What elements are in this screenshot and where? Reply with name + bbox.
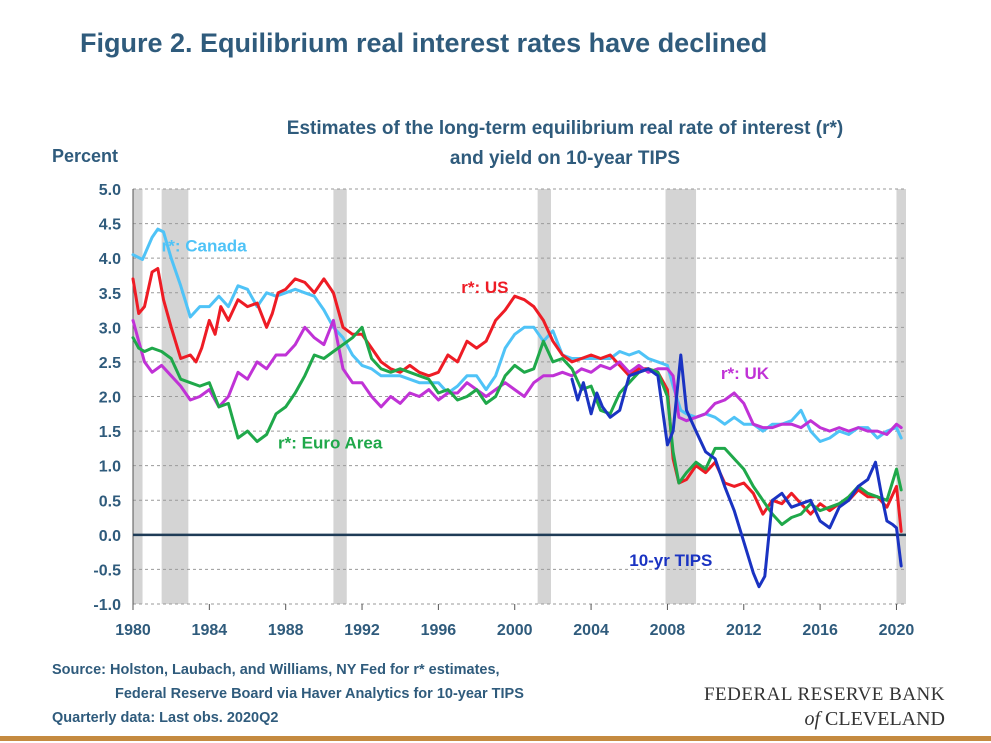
series-label: r*: Euro Area	[278, 433, 383, 452]
y-tick-label: 4.5	[99, 217, 121, 234]
x-tick-label: 2004	[573, 622, 609, 639]
y-tick-label: 3.5	[99, 286, 121, 303]
series-label: 10-yr TIPS	[629, 551, 712, 570]
y-tick-label: 2.5	[99, 355, 121, 372]
y-tick-label: 2.0	[99, 390, 121, 407]
series-lines	[131, 227, 903, 589]
figure-title: Figure 2. Equilibrium real interest rate…	[80, 28, 768, 58]
frb-logo-cleveland: CLEVELAND	[825, 708, 945, 730]
series-line	[131, 267, 903, 533]
series-line	[131, 325, 903, 526]
frb-logo-line-1: FEDERAL RESERVE BANK	[703, 684, 945, 705]
y-tick-label: 1.5	[99, 424, 121, 441]
chart-title-line-1: Estimates of the long-term equilibrium r…	[286, 118, 844, 139]
grid-lines	[133, 188, 906, 605]
y-tick-label: -1.0	[93, 597, 121, 614]
source-line-1: Source: Holston, Laubach, and Williams, …	[52, 662, 500, 678]
x-tick-label: 1984	[192, 622, 228, 639]
y-tick-label: 0.0	[99, 528, 121, 545]
frb-logo-of: of	[804, 708, 821, 730]
y-tick-label: 1.0	[99, 459, 121, 476]
y-tick-label: 5.0	[99, 182, 121, 199]
recession-bar	[133, 189, 143, 604]
x-tick-label: 2016	[802, 622, 838, 639]
series-labels: r*: Canada r*: US r*: UK r*: Euro Area 10-yr…	[162, 236, 770, 570]
series-line	[131, 318, 903, 436]
x-tick-label: 1980	[115, 622, 151, 639]
source-line-3: Quarterly data: Last obs. 2020Q2	[52, 710, 279, 726]
series-line	[131, 227, 903, 443]
y-tick-label: 4.0	[99, 251, 121, 268]
x-tick-label: 2020	[879, 622, 915, 639]
y-tick-label: -0.5	[93, 562, 121, 579]
frb-logo-line-2: of CLEVELAND	[804, 708, 945, 731]
chart-title-line-2: and yield on 10-year TIPS	[449, 148, 681, 169]
axes: 5.0 4.5 4.0 3.5 3.0 2.5 2.0 1.5 1.0 0.5 0.0 -0.5 -1.…	[93, 182, 914, 639]
x-tick-label: 1988	[268, 622, 304, 639]
x-tick-label: 1992	[344, 622, 380, 639]
y-tick-label: 0.5	[99, 493, 121, 510]
y-tick-label: 3.0	[99, 320, 121, 337]
series-line	[570, 353, 903, 589]
x-tick-label: 2012	[726, 622, 762, 639]
x-tick-label: 1996	[421, 622, 457, 639]
series-label: r*: Canada	[162, 236, 248, 255]
source-line-2: Federal Reserve Board via Haver Analytic…	[115, 686, 524, 702]
series-label: r*: UK	[721, 364, 770, 383]
x-tick-label: 2000	[497, 622, 533, 639]
x-tick-label: 2008	[650, 622, 686, 639]
bottom-rule	[0, 736, 991, 741]
y-axis-label: Percent	[52, 146, 119, 166]
series-label: r*: US	[461, 278, 508, 297]
